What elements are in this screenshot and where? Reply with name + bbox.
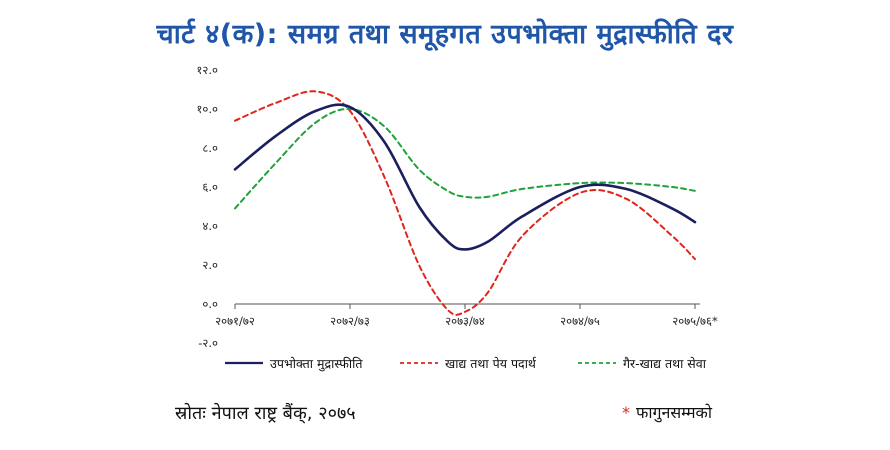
y-tick-label: ८.० <box>202 141 218 155</box>
legend-label-0: उपभोक्ता मुद्रास्फीति <box>270 356 363 372</box>
legend-label-2: गैर-खाद्य तथा सेवा <box>623 356 707 371</box>
x-tick-label: २०७४/७५ <box>560 314 600 328</box>
y-tick-label: १२.० <box>196 63 218 77</box>
legend-label-1: खाद्य तथा पेय पदार्थ <box>445 356 537 371</box>
y-tick-label: १०.० <box>196 102 218 116</box>
footnote-mark: * <box>622 403 630 422</box>
y-tick-label: ४.० <box>202 219 218 233</box>
source-note: स्रोतः नेपाल राष्ट्र बैंक्, २०७५ <box>175 403 356 424</box>
y-tick-label: ६.० <box>202 180 218 194</box>
y-tick-label: -२.० <box>198 336 218 350</box>
series-line-1 <box>234 90 696 316</box>
x-tick-label: २०७२/७३ <box>330 314 370 328</box>
x-tick-label: २०७१/७२ <box>215 314 255 328</box>
y-tick-label: २.० <box>202 258 218 272</box>
x-tick-label: २०७५/७६* <box>672 314 718 328</box>
chart-title: चार्ट ४(क): समग्र तथा समूहगत उपभोक्ता मु… <box>156 19 734 50</box>
footnote-text: फागुनसम्मको <box>636 403 712 422</box>
series-line-0 <box>233 103 697 251</box>
series-line-2 <box>234 107 696 210</box>
footnote: * फागुनसम्मको <box>622 401 712 423</box>
x-tick-label: २०७३/७४ <box>445 314 485 328</box>
y-tick-label: ०.० <box>202 297 218 311</box>
